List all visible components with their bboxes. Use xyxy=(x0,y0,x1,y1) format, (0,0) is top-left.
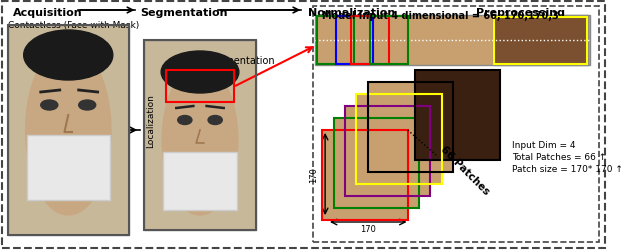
Bar xyxy=(368,83,453,172)
Bar xyxy=(323,130,408,220)
Bar xyxy=(415,71,500,160)
Bar xyxy=(166,71,234,102)
Bar xyxy=(351,17,388,65)
Text: 170: 170 xyxy=(310,166,319,182)
Bar xyxy=(415,71,500,160)
Bar xyxy=(333,118,419,208)
Bar xyxy=(335,17,374,65)
Bar xyxy=(317,17,355,65)
Ellipse shape xyxy=(178,116,192,125)
Text: Patch size = 170* 170 ↑: Patch size = 170* 170 ↑ xyxy=(512,164,623,173)
Ellipse shape xyxy=(79,100,96,110)
Bar xyxy=(345,106,430,196)
Text: Preprocessing: Preprocessing xyxy=(476,8,565,18)
Bar xyxy=(163,152,237,210)
Bar xyxy=(144,41,256,230)
Bar xyxy=(493,16,588,66)
Bar xyxy=(8,26,129,235)
Ellipse shape xyxy=(208,116,222,125)
Bar xyxy=(494,18,587,65)
Bar xyxy=(313,7,599,242)
Bar xyxy=(315,16,589,66)
Bar xyxy=(356,94,442,184)
Text: Segmentation: Segmentation xyxy=(207,56,275,66)
Ellipse shape xyxy=(26,46,111,215)
Text: Total Patches = 66 ↑: Total Patches = 66 ↑ xyxy=(512,152,606,161)
Ellipse shape xyxy=(24,31,113,81)
Text: 66 Patches: 66 Patches xyxy=(438,144,491,197)
Bar xyxy=(368,83,453,172)
Bar xyxy=(144,41,256,230)
Text: Localization: Localization xyxy=(146,94,155,147)
Ellipse shape xyxy=(41,100,58,110)
Bar xyxy=(333,118,419,208)
Text: Input Dim = 4: Input Dim = 4 xyxy=(512,140,575,149)
Text: Acquisition: Acquisition xyxy=(13,8,83,18)
Text: Contactless (Face with Mask): Contactless (Face with Mask) xyxy=(8,21,139,30)
Bar xyxy=(345,106,430,196)
Bar xyxy=(356,94,442,184)
Ellipse shape xyxy=(162,66,238,215)
Text: Segmentation: Segmentation xyxy=(140,8,228,18)
Ellipse shape xyxy=(161,52,239,94)
Bar xyxy=(370,17,408,65)
Bar xyxy=(8,26,129,235)
Text: 170: 170 xyxy=(360,224,376,234)
Text: Model Input 4 dimensional = 66, 170,170,3: Model Input 4 dimensional = 66, 170,170,… xyxy=(323,11,559,21)
Bar xyxy=(26,136,110,200)
Bar xyxy=(323,130,408,220)
Text: Normalization: Normalization xyxy=(308,8,396,18)
